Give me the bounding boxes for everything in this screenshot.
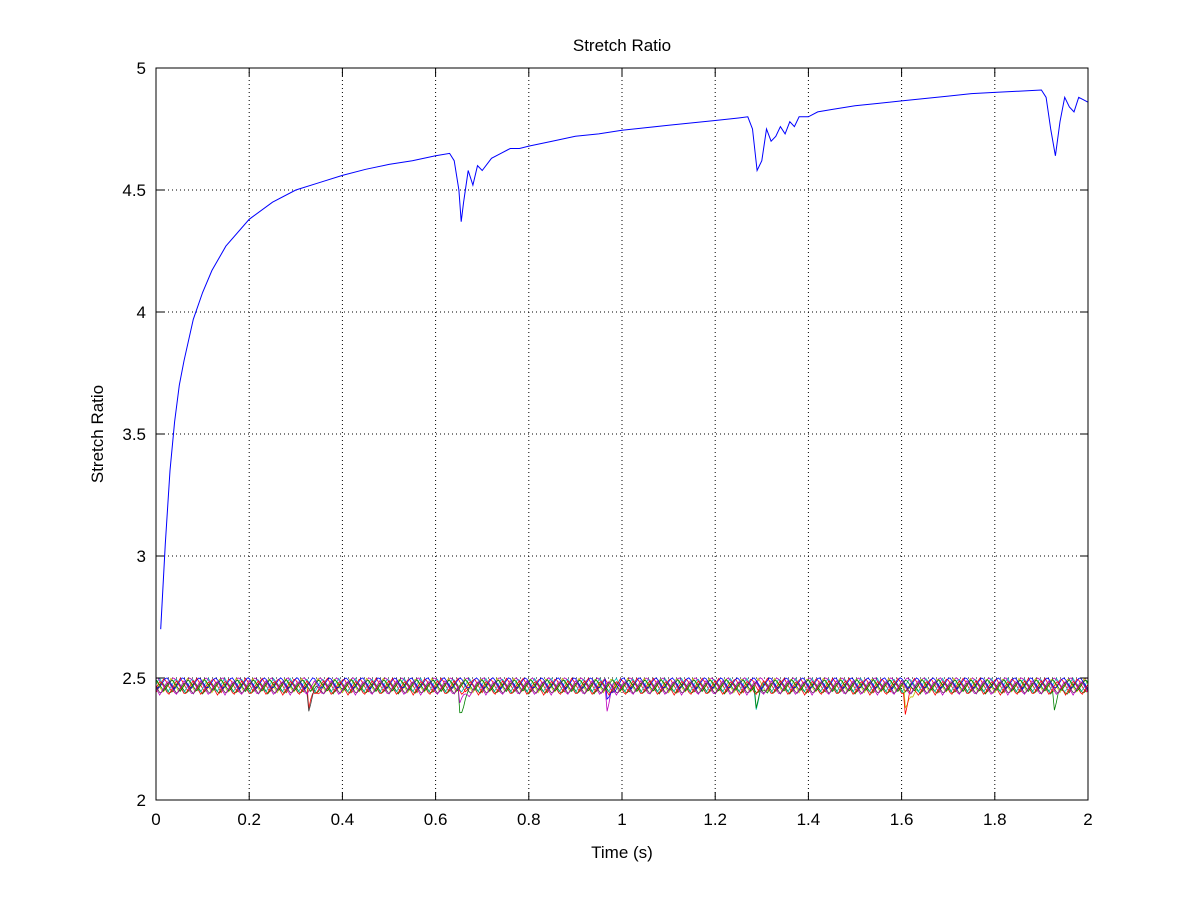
series-line-7 xyxy=(155,677,1089,701)
series-line-9 xyxy=(155,678,1089,709)
y-tick-label: 2.5 xyxy=(122,669,146,688)
y-axis-label: Stretch Ratio xyxy=(88,385,107,483)
x-tick-label: 1.8 xyxy=(983,810,1007,829)
x-tick-label: 0.2 xyxy=(237,810,261,829)
x-tick-label: 0.6 xyxy=(424,810,448,829)
x-tick-label: 1.4 xyxy=(797,810,821,829)
series-line-6 xyxy=(155,681,1089,712)
y-tick-labels: 2 2.5 3 3.5 4 4.5 5 xyxy=(122,59,146,810)
series-line-10 xyxy=(155,680,1089,704)
series-line-1 xyxy=(155,677,1089,709)
y-tick-label: 3.5 xyxy=(122,425,146,444)
y-tick-label: 3 xyxy=(137,547,146,566)
y-tick-label: 4 xyxy=(137,303,146,322)
x-tick-label: 1.6 xyxy=(890,810,914,829)
tick-marks xyxy=(155,67,1089,801)
x-tick-label: 0.8 xyxy=(517,810,541,829)
x-tick-label: 2 xyxy=(1083,810,1092,829)
x-tick-labels: 0 0.2 0.4 0.6 0.8 1 1.2 1.4 1.6 1.8 2 xyxy=(151,810,1092,829)
y-tick-label: 2 xyxy=(137,791,146,810)
chart-title: Stretch Ratio xyxy=(573,36,671,55)
x-tick-label: 0.4 xyxy=(331,810,355,829)
main-series-group xyxy=(160,89,1089,630)
lower-series-group xyxy=(155,677,1089,715)
series-line-main xyxy=(160,89,1089,630)
x-tick-label: 1 xyxy=(617,810,626,829)
y-tick-label: 4.5 xyxy=(122,181,146,200)
y-tick-label: 5 xyxy=(137,59,146,78)
x-tick-label: 1.2 xyxy=(703,810,727,829)
x-tick-label: 0 xyxy=(151,810,160,829)
x-axis-label: Time (s) xyxy=(591,843,653,862)
